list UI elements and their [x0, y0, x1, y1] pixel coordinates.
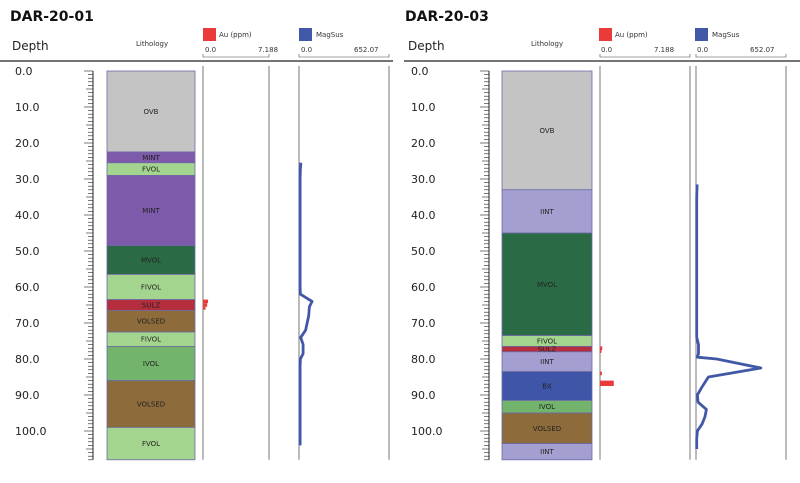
depth-tick-label: 30.0	[411, 173, 436, 186]
depth-tick-label: 90.0	[15, 389, 40, 402]
lithology-label: FIVOL	[537, 338, 557, 346]
lithology-label: FIVOL	[141, 284, 161, 292]
lithology-label: SULZ	[142, 302, 160, 310]
lithology-interval	[501, 189, 593, 234]
magsus-scale-max: 652.07	[750, 46, 775, 54]
depth-tick-label: 50.0	[411, 245, 436, 258]
panel-dar-20-01: DAR-20-01 Depth Lithology Au (ppm) 0.0 7…	[0, 9, 393, 461]
lithology-interval	[501, 371, 593, 401]
magsus-scale-min: 0.0	[697, 46, 708, 54]
magsus-scale-min: 0.0	[301, 46, 312, 54]
lithology-label: MVOL	[141, 257, 161, 265]
depth-header: Depth	[12, 39, 49, 53]
lithology-label: FVOL	[142, 440, 160, 448]
lithology-interval	[106, 245, 196, 275]
depth-tick-label: 100.0	[15, 425, 47, 438]
depth-tick-label: 70.0	[15, 317, 40, 330]
magsus-legend-label: MagSus	[712, 31, 740, 39]
lithology-label: IVOL	[143, 360, 159, 368]
lithology-label: IVOL	[539, 403, 555, 411]
au-scale-min: 0.0	[205, 46, 216, 54]
lithology-header: Lithology	[136, 40, 168, 48]
au-bar	[203, 303, 208, 307]
au-scale-min: 0.0	[601, 46, 612, 54]
lithology-label: VOLSED	[137, 318, 165, 326]
au-bar	[600, 346, 603, 350]
magsus-line	[298, 162, 314, 446]
depth-tick-label: 70.0	[411, 317, 436, 330]
panel-dar-20-03: DAR-20-03 Depth Lithology Au (ppm) 0.0 7…	[404, 9, 800, 461]
lithology-label: MINT	[142, 154, 160, 162]
lithology-interval	[106, 70, 196, 153]
depth-tick-label: 20.0	[411, 137, 436, 150]
magsus-line	[695, 184, 763, 449]
lithology-interval	[501, 443, 593, 461]
lithology-interval	[106, 273, 196, 300]
lithology-label: IINT	[540, 448, 554, 456]
depth-tick-label: 60.0	[411, 281, 436, 294]
depth-tick-label: 10.0	[15, 101, 40, 114]
lithology-interval	[106, 345, 196, 381]
lithology-label: VOLSED	[533, 425, 561, 433]
depth-tick-label: 90.0	[411, 389, 436, 402]
lithology-label: VOLSED	[137, 401, 165, 409]
depth-tick-label: 0.0	[15, 65, 33, 78]
magsus-legend-swatch	[695, 28, 708, 41]
lithology-interval	[501, 70, 593, 191]
depth-tick-label: 40.0	[15, 209, 40, 222]
au-bar	[600, 380, 614, 386]
depth-tick-label: 20.0	[15, 137, 40, 150]
au-legend-label: Au (ppm)	[615, 31, 648, 39]
chart-title: DAR-20-01	[10, 9, 94, 25]
lithology-label: FIVOL	[141, 336, 161, 344]
lithology-header: Lithology	[531, 40, 563, 48]
depth-tick-label: 80.0	[15, 353, 40, 366]
depth-tick-label: 100.0	[411, 425, 443, 438]
chart-title: DAR-20-03	[405, 9, 489, 25]
lithology-interval	[501, 412, 593, 445]
lithology-label: OVB	[144, 108, 159, 116]
lithology-label: OVB	[540, 127, 555, 135]
magsus-scale-max: 652.07	[354, 46, 379, 54]
depth-header: Depth	[408, 39, 445, 53]
au-bar	[203, 306, 206, 310]
depth-tick-label: 50.0	[15, 245, 40, 258]
au-legend-swatch	[599, 28, 612, 41]
magsus-legend-label: MagSus	[316, 31, 344, 39]
lithology-label: BX	[542, 383, 552, 391]
depth-tick-label: 30.0	[15, 173, 40, 186]
lithology-interval	[106, 380, 196, 428]
depth-tick-label: 40.0	[411, 209, 436, 222]
magsus-legend-swatch	[299, 28, 312, 41]
depth-tick-label: 0.0	[411, 65, 429, 78]
au-legend-label: Au (ppm)	[219, 31, 252, 39]
lithology-interval	[501, 232, 593, 336]
lithology-label: IINT	[540, 208, 554, 216]
depth-tick-label: 60.0	[15, 281, 40, 294]
lithology-label: MVOL	[537, 281, 557, 289]
lithology-interval	[106, 426, 196, 461]
depth-tick-label: 10.0	[411, 101, 436, 114]
au-bar	[203, 299, 209, 304]
lithology-label: FVOL	[142, 166, 160, 174]
lithology-label: IINT	[540, 358, 554, 366]
au-scale-max: 7.188	[654, 46, 674, 54]
au-legend-swatch	[203, 28, 216, 41]
depth-tick-label: 80.0	[411, 353, 436, 366]
au-scale-max: 7.188	[258, 46, 278, 54]
lithology-label: MINT	[142, 207, 160, 215]
au-bar	[600, 350, 602, 353]
lithology-label: SULZ	[538, 346, 556, 354]
au-bar	[600, 371, 602, 376]
